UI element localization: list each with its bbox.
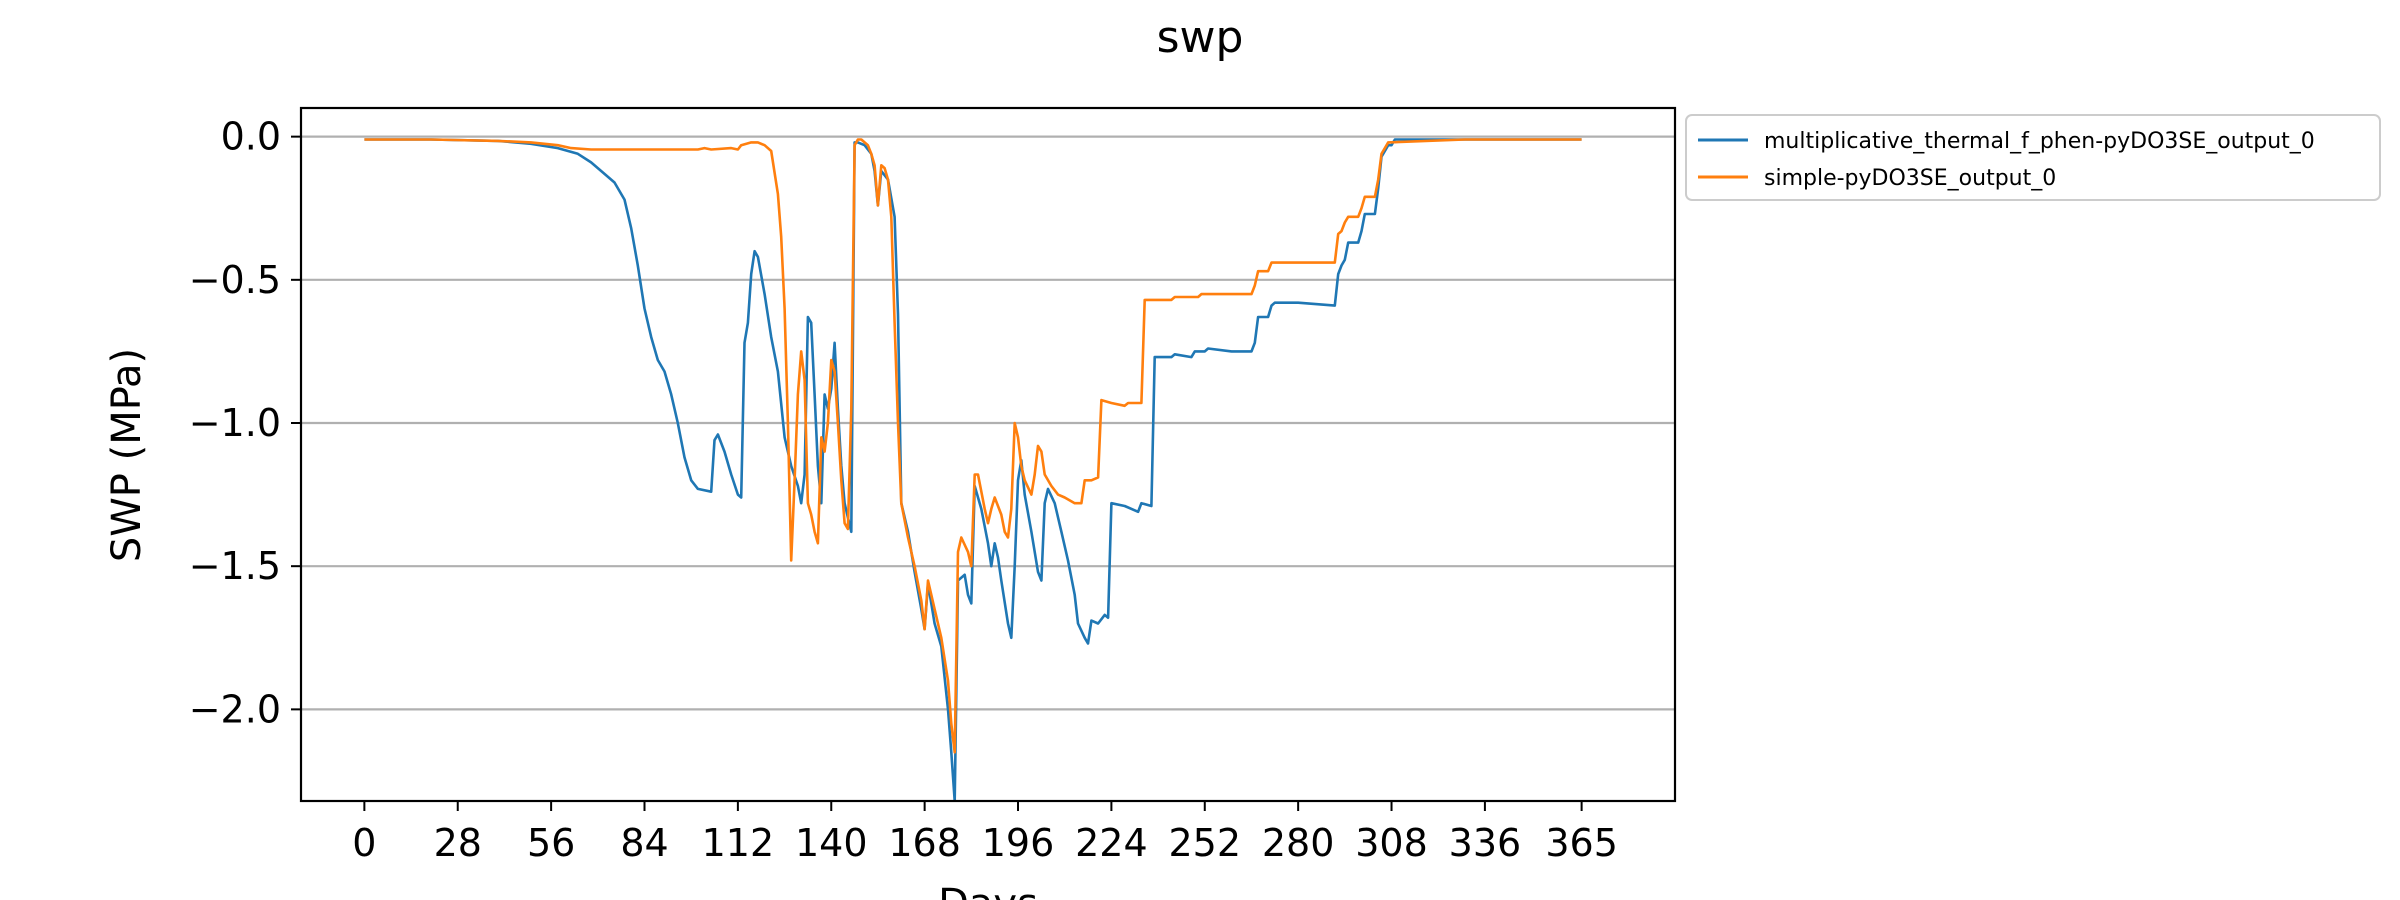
x-tick-label: 196 (982, 821, 1055, 865)
y-axis: 0.0 −0.5 −1.0 −1.5 −2.0 (189, 115, 301, 731)
x-axis-label: Days (938, 881, 1038, 900)
series-layer (364, 138, 1582, 801)
x-tick-label: 252 (1169, 821, 1242, 865)
x-tick-label: 224 (1075, 821, 1148, 865)
x-tick-label: 0 (352, 821, 376, 865)
x-tick-label: 280 (1262, 821, 1335, 865)
series-line-1 (364, 138, 1582, 801)
y-tick-label: −0.5 (189, 258, 281, 302)
legend: multiplicative_thermal_f_phen-pyDO3SE_ou… (1685, 114, 2381, 201)
x-tick-label: 84 (620, 821, 668, 865)
series-line-2 (364, 138, 1582, 754)
x-tick-label: 28 (434, 821, 482, 865)
x-axis: 0 28 56 84 112 140 168 196 224 252 280 308 336 365 (352, 801, 1618, 865)
x-tick-label: 308 (1355, 821, 1428, 865)
y-tick-label: −2.0 (189, 687, 281, 731)
legend-label-series-2: simple-pyDO3SE_output_0 (1764, 166, 2056, 191)
y-axis-label: SWP (MPa) (104, 348, 150, 562)
plot-frame (299, 106, 1677, 803)
legend-frame (1685, 114, 2381, 201)
y-tick-label: 0.0 (221, 115, 281, 159)
x-tick-label: 336 (1449, 821, 1522, 865)
legend-label-series-1: multiplicative_thermal_f_phen-pyDO3SE_ou… (1764, 129, 2315, 154)
y-tick-label: −1.5 (189, 544, 281, 588)
x-tick-label: 168 (888, 821, 961, 865)
x-tick-label: 365 (1545, 821, 1618, 865)
grid-lines (301, 135, 1675, 711)
x-tick-label: 56 (527, 821, 575, 865)
y-tick-label: −1.0 (189, 401, 281, 445)
x-tick-label: 140 (795, 821, 868, 865)
chart-title: swp (1157, 12, 1244, 63)
x-tick-label: 112 (702, 821, 775, 865)
